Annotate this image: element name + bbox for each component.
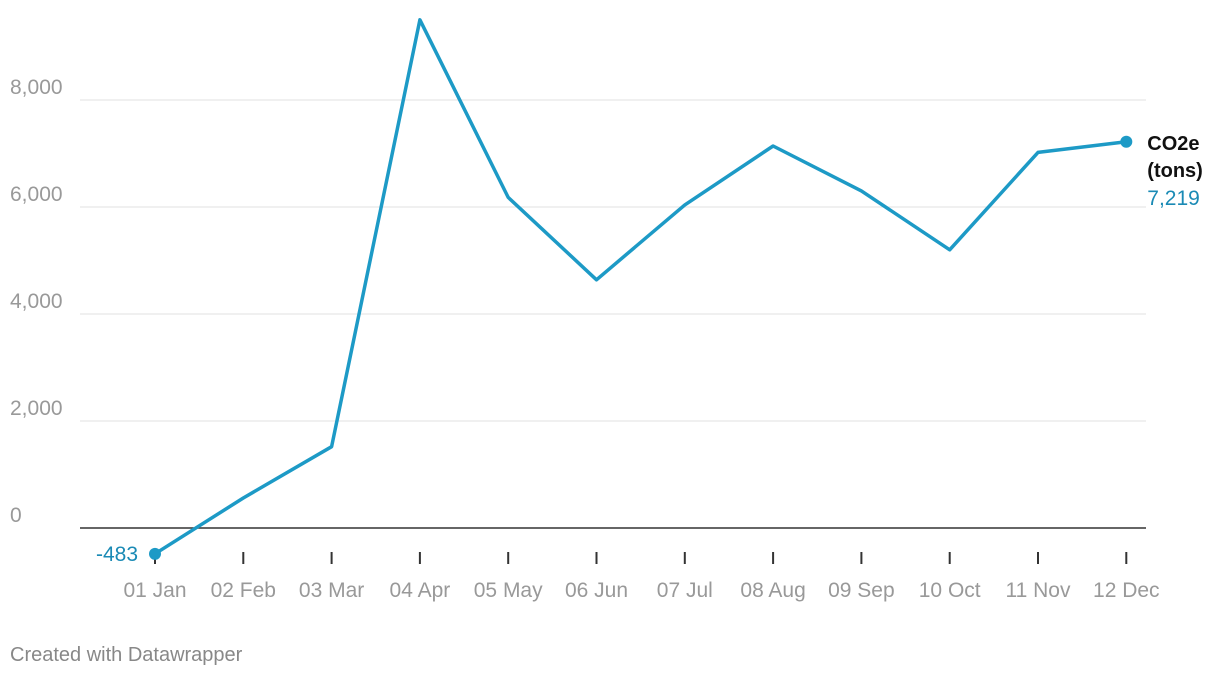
x-tick-label: 10 Oct — [919, 579, 981, 602]
series-name-label-line1: CO2e — [1147, 133, 1199, 155]
x-axis-ticks: 01 Jan 02 Feb 03 Mar 04 Apr 05 May 06 Jun 07 J… — [123, 552, 1160, 602]
series-name-label-line2: (tons) — [1147, 160, 1203, 182]
x-tick-label: 05 May — [474, 579, 543, 602]
x-tick-label: 07 Jul — [657, 579, 713, 602]
footer-credit: Created with Datawrapper — [10, 644, 243, 666]
x-tick-label: 06 Jun — [565, 579, 628, 602]
x-tick-label: 04 Apr — [390, 579, 451, 602]
y-tick-label: 6,000 — [10, 183, 63, 206]
x-tick-label: 11 Nov — [1006, 579, 1071, 602]
first-data-point — [149, 547, 161, 560]
series-line-co2e — [153, 18, 1129, 556]
y-tick-label: 8,000 — [10, 76, 63, 99]
y-tick-label: 2,000 — [10, 397, 63, 420]
first-value-label: -483 — [96, 543, 138, 566]
x-tick-label: 01 Jan — [123, 579, 186, 602]
y-axis-tick-labels: 0 2,000 4,000 6,000 8,000 — [10, 76, 63, 527]
x-tick-label: 08 Aug — [740, 579, 805, 602]
gridlines — [80, 99, 1146, 422]
y-tick-label: 0 — [10, 504, 22, 527]
x-tick-label: 03 Mar — [299, 579, 364, 602]
x-tick-label: 02 Feb — [211, 579, 276, 602]
x-tick-label: 12 Dec — [1093, 579, 1160, 602]
y-tick-label: 4,000 — [10, 290, 63, 313]
x-tick-label: 09 Sep — [828, 579, 895, 602]
last-value-label: 7,219 — [1147, 187, 1200, 210]
last-data-point — [1120, 135, 1133, 148]
